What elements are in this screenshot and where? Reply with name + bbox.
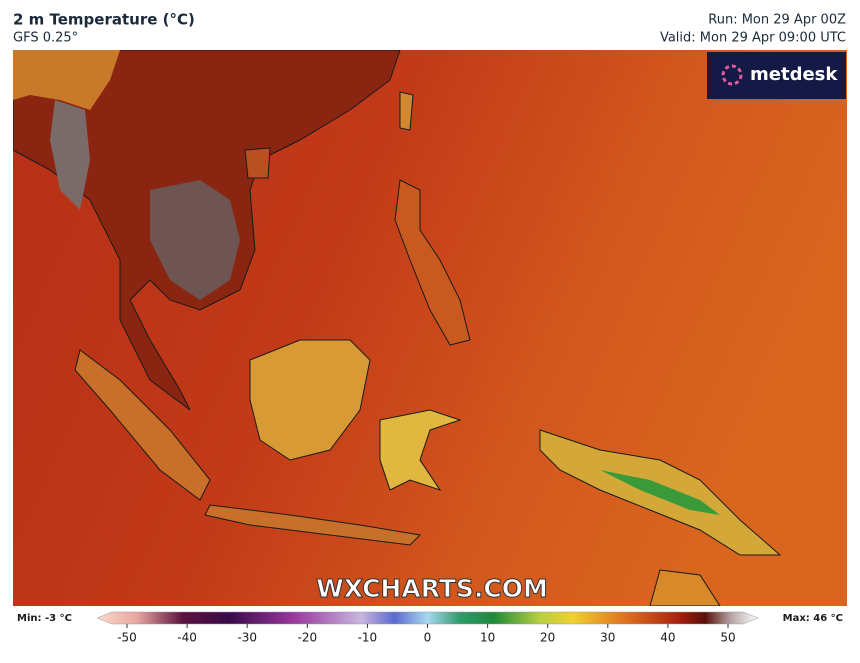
colorbar-tick-label: 50	[720, 631, 735, 645]
colorbar-tick-label: 0	[424, 631, 432, 645]
colorbar-tick-label: -40	[177, 631, 197, 645]
new-guinea-highlands	[600, 470, 720, 515]
philippines	[394, 179, 471, 346]
colorbar-tick-label: 10	[480, 631, 495, 645]
logo-icon	[721, 64, 743, 86]
colorbar-tick-label: 40	[660, 631, 675, 645]
colorbar-tick-label: -10	[358, 631, 378, 645]
subtitle: GFS 0.25°	[13, 31, 78, 46]
colorbar-tick-label: -20	[297, 631, 317, 645]
run-time: Run: Mon 29 Apr 00Z	[708, 13, 846, 28]
colorbar	[96, 611, 759, 625]
colorbar-tick-label: 30	[600, 631, 615, 645]
south-china-hills	[13, 50, 120, 110]
sulawesi	[379, 409, 462, 491]
max-label: Max: 46 °C	[783, 613, 843, 624]
valid-time: Valid: Mon 29 Apr 09:00 UTC	[660, 31, 846, 46]
map	[13, 50, 847, 606]
hot-interior	[150, 180, 240, 300]
sumatra	[74, 349, 211, 501]
title: 2 m Temperature (°C)	[13, 11, 195, 29]
logo-text: metdesk	[750, 64, 838, 85]
hot-interior-west	[50, 100, 90, 210]
australia	[649, 569, 721, 606]
colorbar-tick-label: 20	[540, 631, 555, 645]
java	[204, 504, 422, 546]
min-label: Min: -3 °C	[17, 613, 72, 624]
borneo	[249, 339, 371, 461]
logo-box	[707, 52, 846, 99]
watermark: WXCHARTS.COM	[316, 574, 548, 603]
taiwan	[399, 91, 414, 131]
colorbar-tick-label: -30	[237, 631, 257, 645]
colorbar-tick-label: -50	[117, 631, 137, 645]
hainan	[244, 147, 271, 179]
colorbar-ticks: -50 -40 -30 -20 -10 0 10 20 30 40 50	[117, 624, 736, 645]
